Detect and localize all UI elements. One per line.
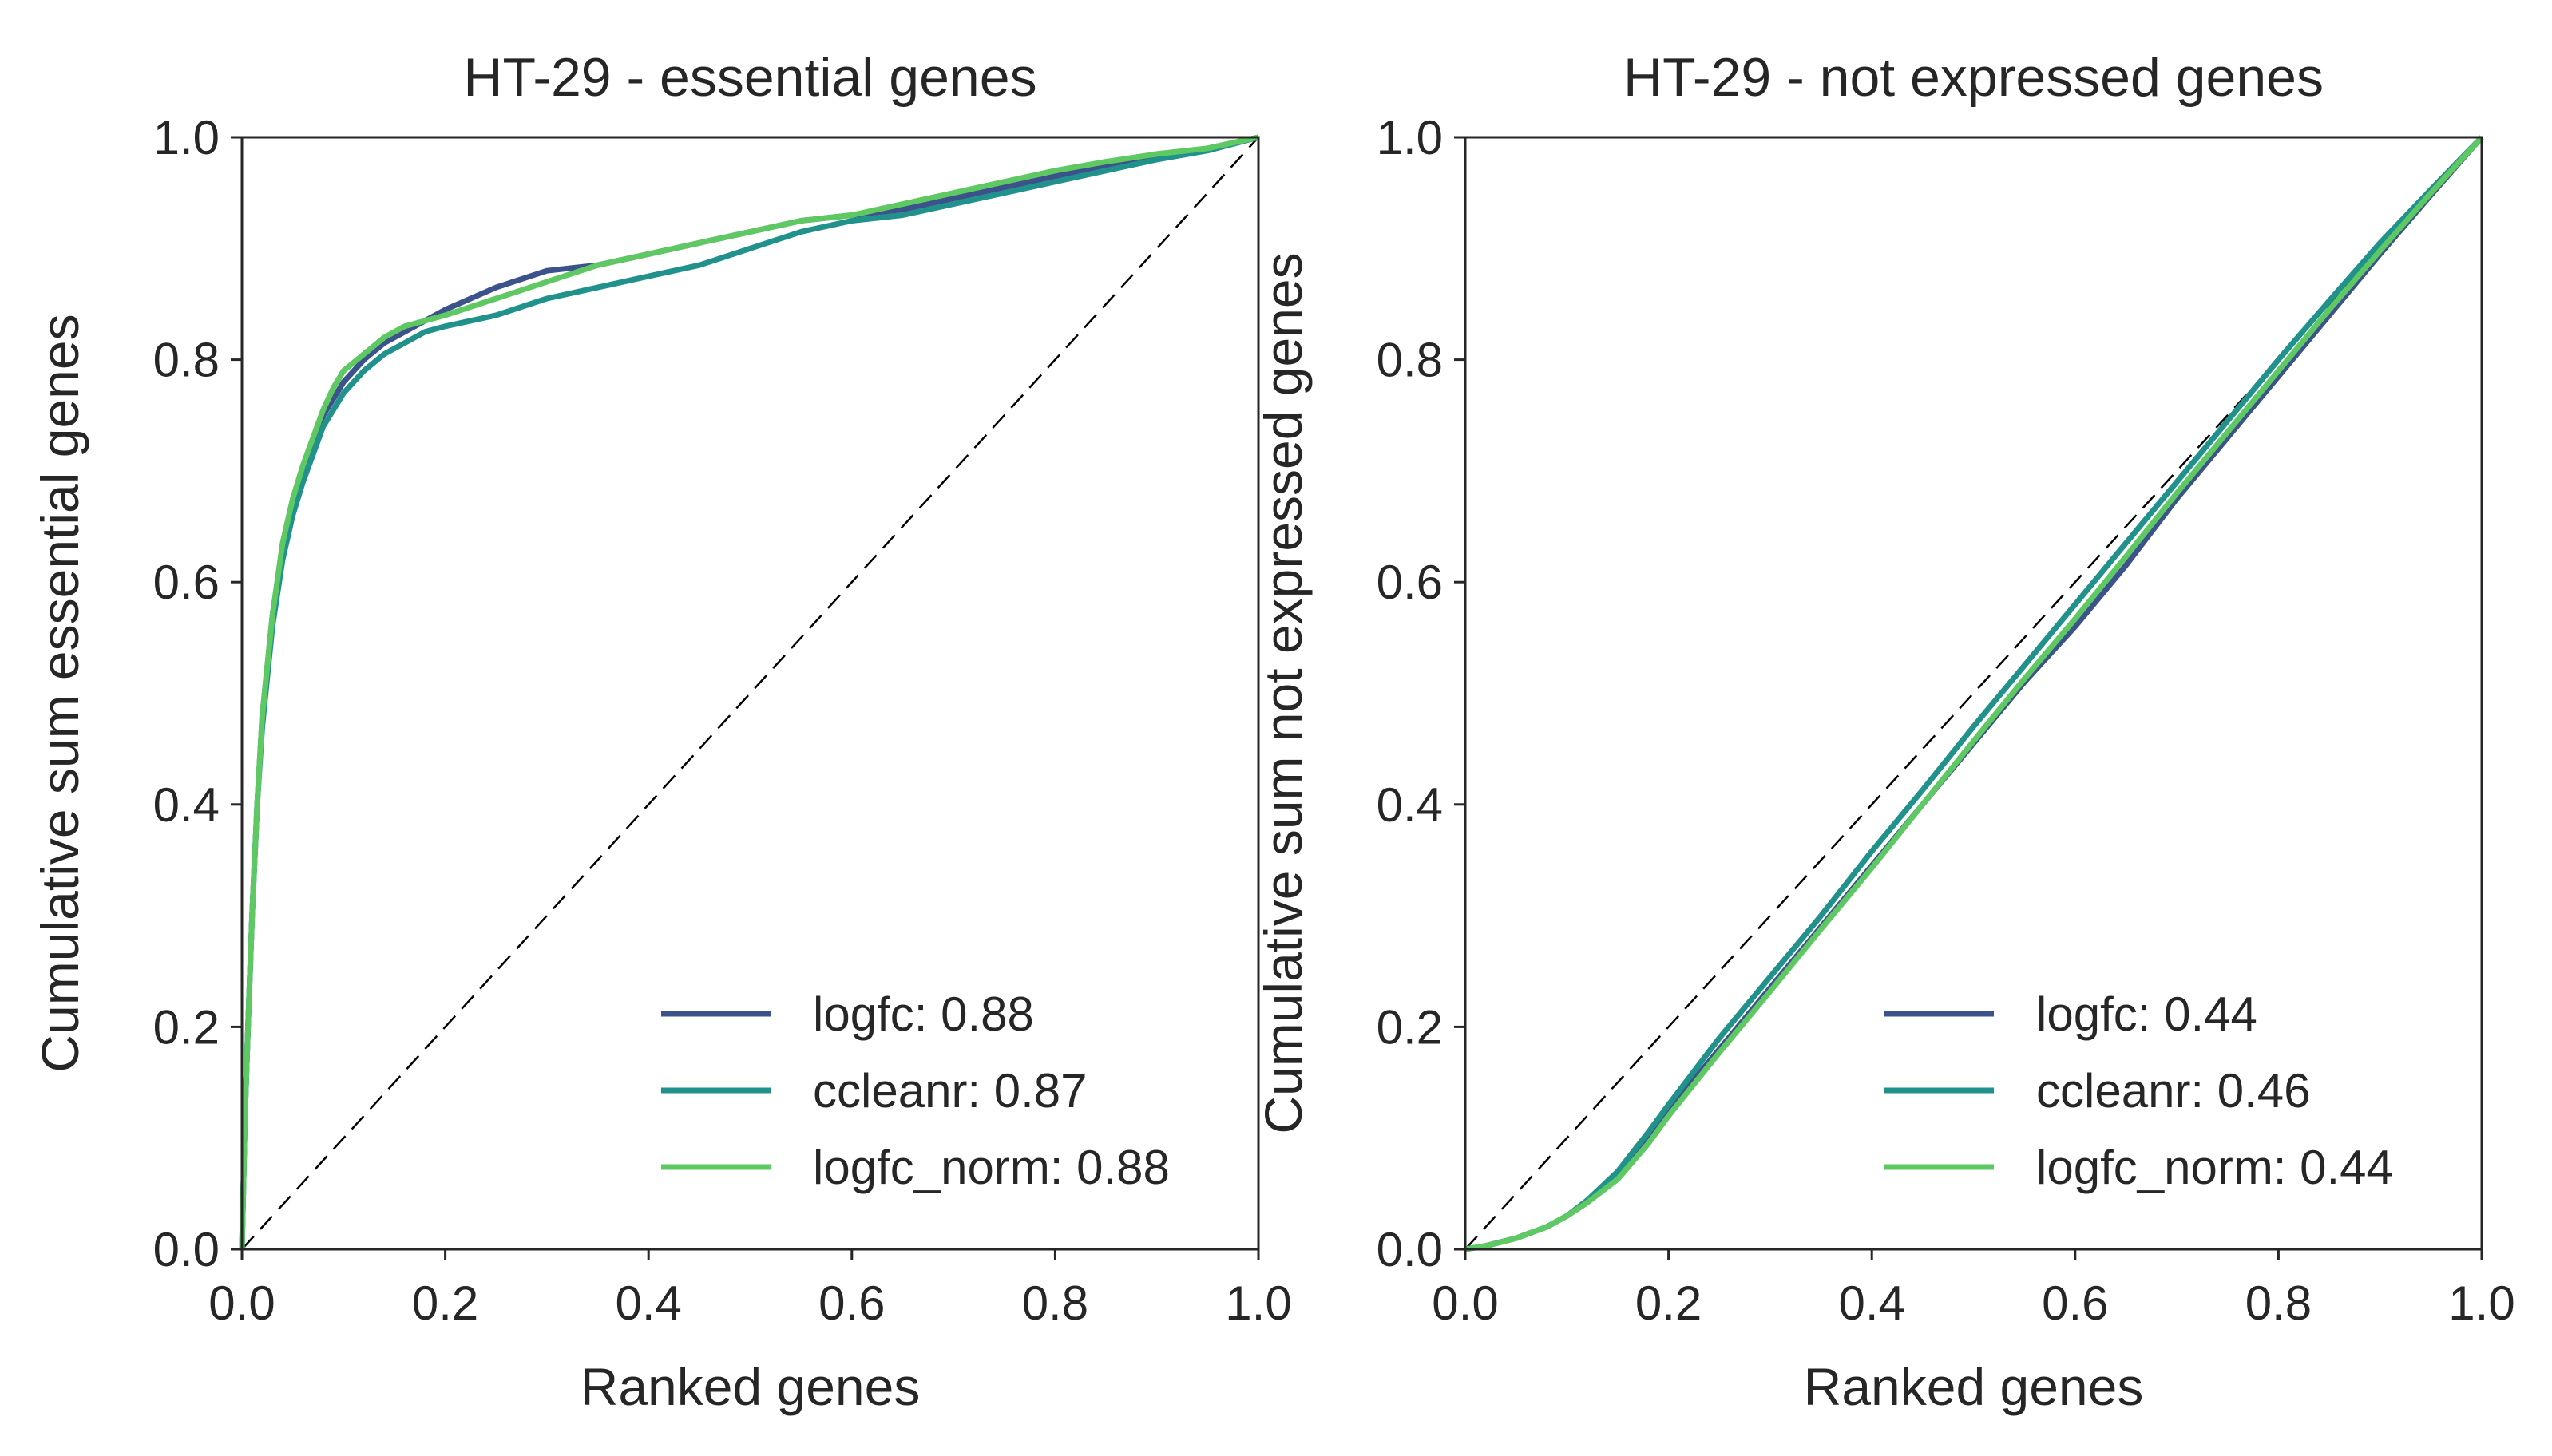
x-tick-label: 0.4 [1838,1276,1904,1330]
x-tick-label: 1.0 [1225,1276,1291,1330]
series-line-logfc_norm [239,134,1259,1250]
legend: logfc: 0.88 ccleanr: 0.87 logfc_norm: 0.88 [661,987,1170,1194]
x-tick-label: 0.2 [1635,1276,1702,1330]
y-axis-label: Cumulative sum not expressed genes [1254,252,1313,1134]
x-tick-label: 0.6 [818,1276,885,1330]
chart-title: HT-29 - essential genes [463,47,1036,108]
x-tick-label: 0.8 [2245,1276,2312,1330]
y-tick-label: 0.0 [1377,1223,1443,1276]
legend-label: ccleanr: 0.46 [2036,1064,2311,1118]
y-axis-label: Cumulative sum essential genes [30,314,89,1072]
y-tick-label: 0.6 [153,556,220,609]
y-tick-label: 0.2 [1377,1000,1443,1054]
x-tick-label: 0.6 [2042,1276,2108,1330]
y-tick-label: 1.0 [1377,111,1443,164]
x-tick-label: 0.0 [208,1276,275,1330]
x-tick-label: 0.2 [412,1276,478,1330]
y-tick-label: 0.4 [1377,778,1443,832]
y-tick-label: 0.0 [153,1223,220,1276]
x-axis-label: Ranked genes [581,1357,921,1416]
y-tick-label: 0.2 [153,1000,220,1054]
legend-label: logfc_norm: 0.44 [2036,1141,2393,1194]
x-tick-label: 0.8 [1022,1276,1088,1330]
legend-label: logfc: 0.44 [2036,987,2257,1041]
chart-title: HT-29 - not expressed genes [1623,47,2324,108]
x-axis-label: Ranked genes [1804,1357,2144,1416]
legend-label: ccleanr: 0.87 [813,1064,1088,1118]
series-line-logfc_norm [1464,135,2484,1252]
y-tick-label: 1.0 [153,111,220,164]
y-tick-label: 0.4 [153,778,220,832]
legend-label: logfc_norm: 0.88 [813,1141,1170,1194]
x-tick-label: 0.4 [615,1276,681,1330]
legend-label: logfc: 0.88 [813,987,1034,1041]
y-tick-label: 0.8 [1377,334,1443,387]
y-tick-label: 0.6 [1377,556,1443,609]
plot-frame [240,136,1260,1251]
x-tick-label: 1.0 [2448,1276,2514,1330]
y-tick-label: 0.8 [153,334,220,387]
legend: logfc: 0.44 ccleanr: 0.46 logfc_norm: 0.44 [1884,987,2393,1194]
x-tick-label: 0.0 [1432,1276,1498,1330]
diagonal-reference-line [241,136,1259,1250]
plot-frame [1464,136,2483,1251]
chart-panel-2: HT-29 - not expressed genes 0.0 0.2 0.4 0.6 0… [1254,47,2515,1416]
chart-panel-1: HT-29 - essential genes 0.0 0.2 0.4 0.6 0.8 1.… [30,47,1292,1416]
